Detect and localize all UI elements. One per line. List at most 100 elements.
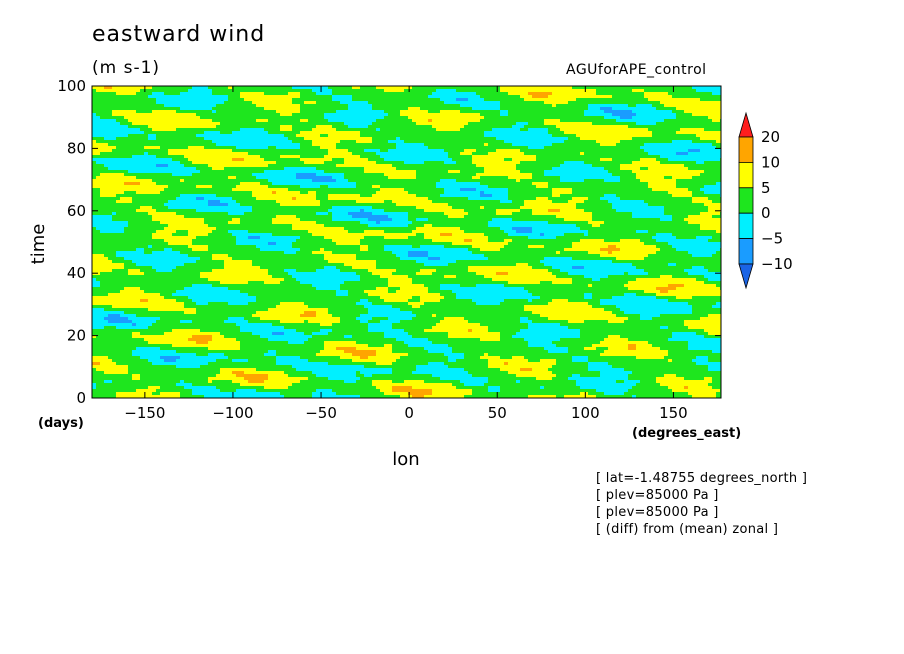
field-cell xyxy=(688,104,692,107)
field-cell xyxy=(416,92,420,95)
field-cell xyxy=(656,140,660,143)
field-cell xyxy=(284,161,288,164)
field-cell xyxy=(484,143,488,146)
field-cell xyxy=(280,125,284,128)
field-cell xyxy=(320,161,324,164)
field-cell xyxy=(368,95,372,98)
field-cell xyxy=(680,143,684,146)
field-cell xyxy=(680,131,684,134)
field-cell xyxy=(432,131,436,134)
field-cell xyxy=(156,113,160,116)
field-cell xyxy=(264,164,268,167)
field-cell xyxy=(156,86,160,89)
field-cell xyxy=(568,116,572,119)
field-cell xyxy=(240,155,244,158)
field-cell xyxy=(684,155,688,158)
field-cell xyxy=(316,110,320,113)
field-cell xyxy=(604,155,608,158)
field-cell xyxy=(144,149,148,152)
field-cell xyxy=(628,134,632,137)
field-cell xyxy=(336,143,340,146)
field-cell xyxy=(692,176,696,179)
field-cell xyxy=(512,137,516,140)
field-cell xyxy=(344,146,348,149)
field-cell xyxy=(236,176,240,179)
field-cell xyxy=(652,122,656,125)
field-cell xyxy=(112,170,116,173)
field-cell xyxy=(432,176,436,179)
field-cell xyxy=(628,173,632,176)
field-cell xyxy=(696,131,700,134)
field-cell xyxy=(388,125,392,128)
field-cell xyxy=(668,104,672,107)
field-cell xyxy=(664,95,668,98)
field-cell xyxy=(104,170,108,173)
field-cell xyxy=(292,89,296,92)
field-cell xyxy=(612,176,616,179)
field-cell xyxy=(112,86,116,89)
field-cell xyxy=(96,146,100,149)
field-cell xyxy=(360,167,364,170)
field-cell xyxy=(112,110,116,113)
field-cell xyxy=(148,128,152,131)
field-cell xyxy=(488,107,492,110)
field-cell xyxy=(356,113,360,116)
field-cell xyxy=(456,164,460,167)
field-cell xyxy=(460,155,464,158)
field-cell xyxy=(588,146,592,149)
field-cell xyxy=(528,101,532,104)
field-cell xyxy=(292,128,296,131)
field-cell xyxy=(280,152,284,155)
field-cell xyxy=(328,167,332,170)
field-cell xyxy=(160,116,164,119)
field-cell xyxy=(392,86,396,89)
field-cell xyxy=(272,155,276,158)
field-cell xyxy=(528,152,532,155)
field-cell xyxy=(560,134,564,137)
field-cell xyxy=(704,134,708,137)
field-cell xyxy=(420,113,424,116)
field-cell xyxy=(440,122,444,125)
field-cell xyxy=(244,116,248,119)
field-cell xyxy=(672,176,676,179)
field-cell xyxy=(316,119,320,122)
field-cell xyxy=(672,170,676,173)
field-cell xyxy=(112,176,116,179)
field-cell xyxy=(592,152,596,155)
field-cell xyxy=(540,107,544,110)
field-cell xyxy=(268,116,272,119)
field-cell xyxy=(572,170,576,173)
field-cell xyxy=(388,116,392,119)
field-cell xyxy=(204,89,208,92)
field-cell xyxy=(316,98,320,101)
field-cell xyxy=(276,137,280,140)
field-cell xyxy=(392,158,396,161)
field-cell xyxy=(164,131,168,134)
field-cell xyxy=(212,170,216,173)
field-cell xyxy=(340,137,344,140)
field-cell xyxy=(600,155,604,158)
field-cell xyxy=(268,179,272,182)
field-cell xyxy=(116,89,120,92)
field-cell xyxy=(288,143,292,146)
field-cell xyxy=(396,116,400,119)
field-cell xyxy=(484,125,488,128)
field-cell xyxy=(664,134,668,137)
field-cell xyxy=(624,92,628,95)
field-cell xyxy=(252,164,256,167)
field-cell xyxy=(344,89,348,92)
field-cell xyxy=(692,98,696,101)
field-cell xyxy=(444,110,448,113)
field-cell xyxy=(252,134,256,137)
field-cell xyxy=(176,122,180,125)
field-cell xyxy=(656,164,660,167)
field-cell xyxy=(304,101,308,104)
field-cell xyxy=(268,122,272,125)
field-cell xyxy=(568,131,572,134)
field-cell xyxy=(172,95,176,98)
field-cell xyxy=(156,140,160,143)
field-cell xyxy=(148,110,152,113)
field-cell xyxy=(584,113,588,116)
field-cell xyxy=(476,161,480,164)
field-cell xyxy=(616,107,620,110)
